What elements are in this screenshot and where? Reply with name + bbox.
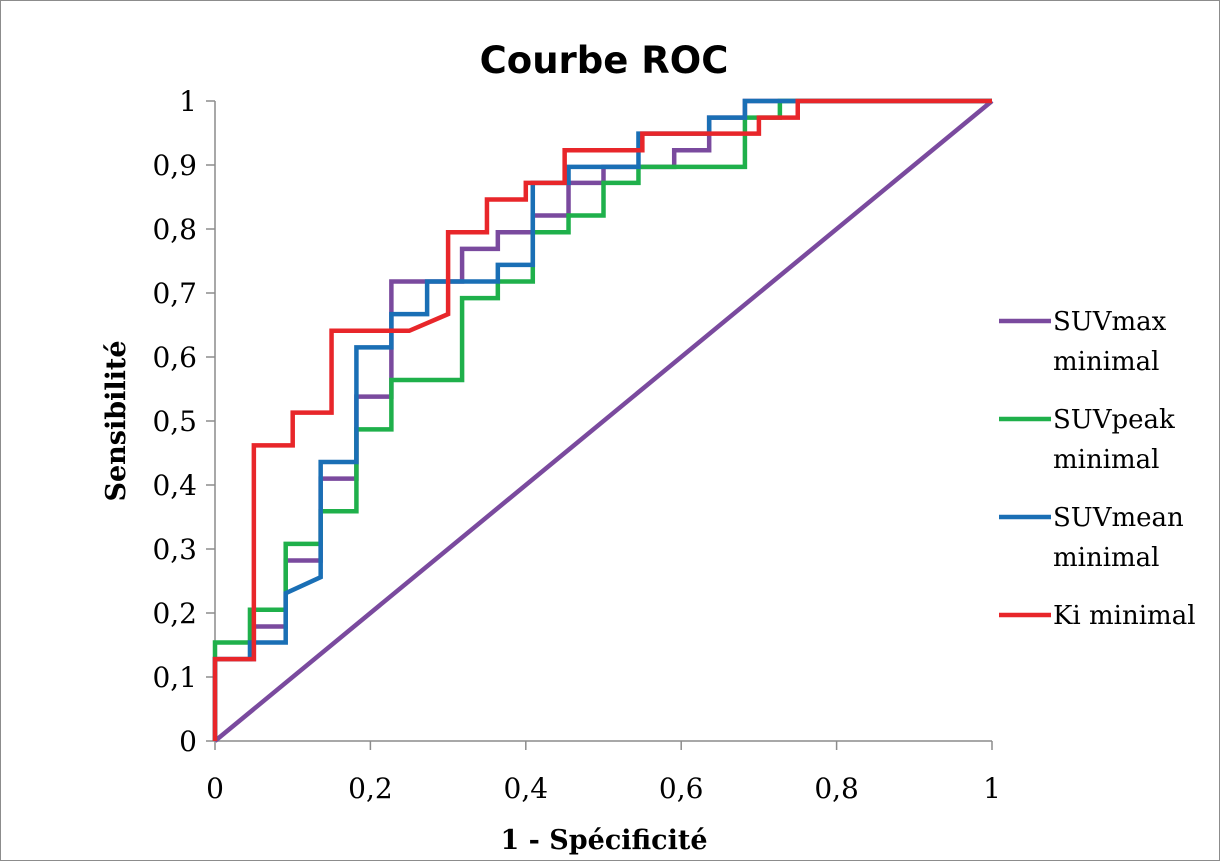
x-axis-title: 1 - Spécificité [500, 825, 707, 856]
x-tick-label: 0,4 [504, 772, 549, 805]
legend-label-2: SUVpeak [1053, 405, 1175, 435]
x-tick-label: 0,8 [814, 772, 859, 805]
y-tick-label: 0,9 [152, 149, 197, 182]
series-line-2 [212, 98, 992, 741]
y-tick-label: 0,4 [152, 469, 197, 502]
series-lines [212, 98, 994, 743]
x-tick-label: 0,2 [348, 772, 393, 805]
y-tick-label: 0,7 [152, 277, 197, 310]
x-tick-label: 0,6 [659, 772, 704, 805]
legend-label-4: Ki minimal [1053, 601, 1196, 631]
legend-label-1: SUVmax [1053, 307, 1167, 337]
legend-label-2: minimal [1053, 445, 1160, 475]
series-line-4 [212, 98, 992, 741]
x-tick-label: 1 [983, 772, 1001, 805]
y-tick-label: 1 [179, 85, 197, 118]
legend-label-1: minimal [1053, 347, 1160, 377]
chart-title: Courbe ROC [480, 39, 729, 82]
y-tick-label: 0,6 [152, 341, 197, 374]
legend-label-3: minimal [1053, 543, 1160, 573]
diagonal-reference-line [213, 99, 994, 743]
y-tick-label: 0,2 [152, 597, 197, 630]
legend-label-3: SUVmean [1053, 503, 1184, 533]
x-tick-label: 0 [206, 772, 224, 805]
y-tick-label: 0,1 [152, 661, 197, 694]
y-tick-label: 0,5 [152, 405, 197, 438]
axes: 0 0,1 0,2 0,3 0,4 0,5 0,6 0,7 0,8 0,9 1 0 0,2 0,4 0,6 0… [152, 85, 1000, 805]
y-axis-title: Sensibilité [101, 340, 132, 501]
y-tick-label: 0 [179, 725, 197, 758]
legend: SUVmax minimal SUVpeak minimal SUVmean minima… [999, 307, 1196, 631]
y-tick-label: 0,3 [152, 533, 197, 566]
y-tick-label: 0,8 [152, 213, 197, 246]
